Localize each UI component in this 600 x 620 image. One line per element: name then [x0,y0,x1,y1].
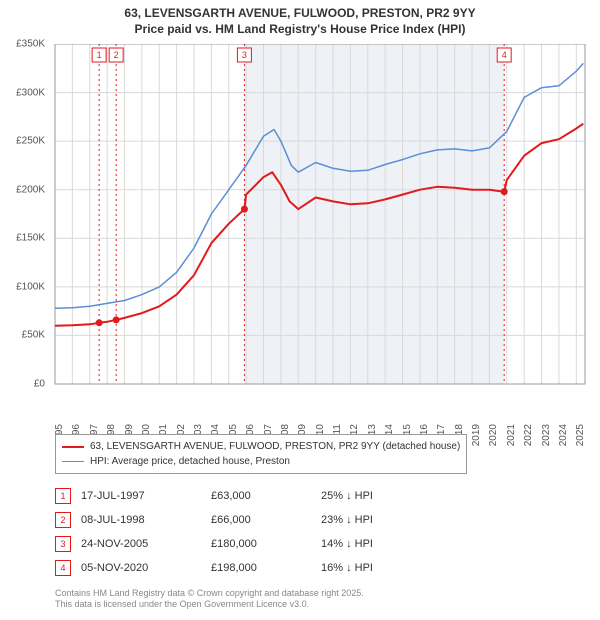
data-point [241,206,248,213]
y-tick-label: £150K [5,233,45,244]
event-marker: 3 [55,536,71,552]
event-price: £63,000 [211,484,321,508]
event-date: 24-NOV-2005 [81,532,211,556]
data-point [501,188,508,195]
y-tick-label: £200K [5,184,45,195]
x-tick-label: 2021 [506,424,517,446]
y-tick-label: £300K [5,87,45,98]
event-row: 4 05-NOV-2020£198,00016% ↓ HPI [55,556,383,580]
data-point [113,316,120,323]
event-row: 1 17-JUL-1997£63,00025% ↓ HPI [55,484,383,508]
legend-label: 63, LEVENSGARTH AVENUE, FULWOOD, PRESTON… [90,439,460,454]
event-row: 2 08-JUL-1998£66,00023% ↓ HPI [55,508,383,532]
event-marker: 2 [55,512,71,528]
event-price: £198,000 [211,556,321,580]
event-marker: 1 [55,488,71,504]
legend-label: HPI: Average price, detached house, Pres… [90,454,290,469]
footer-line-2: This data is licensed under the Open Gov… [55,599,364,610]
event-price: £66,000 [211,508,321,532]
svg-text:2: 2 [114,50,119,60]
event-date: 05-NOV-2020 [81,556,211,580]
chart-title: 63, LEVENSGARTH AVENUE, FULWOOD, PRESTON… [0,0,600,37]
x-tick-label: 2023 [541,424,552,446]
footer-line-1: Contains HM Land Registry data © Crown c… [55,588,364,599]
svg-text:4: 4 [502,50,507,60]
x-tick-label: 2022 [523,424,534,446]
svg-text:1: 1 [97,50,102,60]
x-tick-label: 2020 [488,424,499,446]
y-tick-label: £100K [5,281,45,292]
event-delta: 14% ↓ HPI [321,532,383,556]
event-price: £180,000 [211,532,321,556]
svg-text:3: 3 [242,50,247,60]
legend-swatch [62,461,84,462]
x-tick-label: 2024 [558,424,569,446]
legend-item: 63, LEVENSGARTH AVENUE, FULWOOD, PRESTON… [62,439,460,454]
data-point [96,319,103,326]
x-tick-label: 2019 [471,424,482,446]
y-tick-label: £50K [5,330,45,341]
y-tick-label: £0 [5,379,45,390]
legend-swatch [62,446,84,448]
y-tick-label: £350K [5,39,45,50]
event-date: 08-JUL-1998 [81,508,211,532]
event-delta: 16% ↓ HPI [321,556,383,580]
legend-item: HPI: Average price, detached house, Pres… [62,454,460,469]
event-delta: 25% ↓ HPI [321,484,383,508]
event-table: 1 17-JUL-1997£63,00025% ↓ HPI 2 08-JUL-1998… [55,484,383,580]
legend: 63, LEVENSGARTH AVENUE, FULWOOD, PRESTON… [55,434,467,474]
chart-area: 1234 £0£50K£100K£150K£200K£250K£300K£350… [0,44,600,424]
event-date: 17-JUL-1997 [81,484,211,508]
attribution: Contains HM Land Registry data © Crown c… [55,588,364,611]
y-tick-label: £250K [5,136,45,147]
event-delta: 23% ↓ HPI [321,508,383,532]
title-line-2: Price paid vs. HM Land Registry's House … [0,22,600,38]
title-line-1: 63, LEVENSGARTH AVENUE, FULWOOD, PRESTON… [0,6,600,22]
event-row: 3 24-NOV-2005£180,00014% ↓ HPI [55,532,383,556]
chart-svg: 1 2 3 4 [0,44,600,424]
event-marker: 4 [55,560,71,576]
x-tick-label: 2025 [575,424,586,446]
